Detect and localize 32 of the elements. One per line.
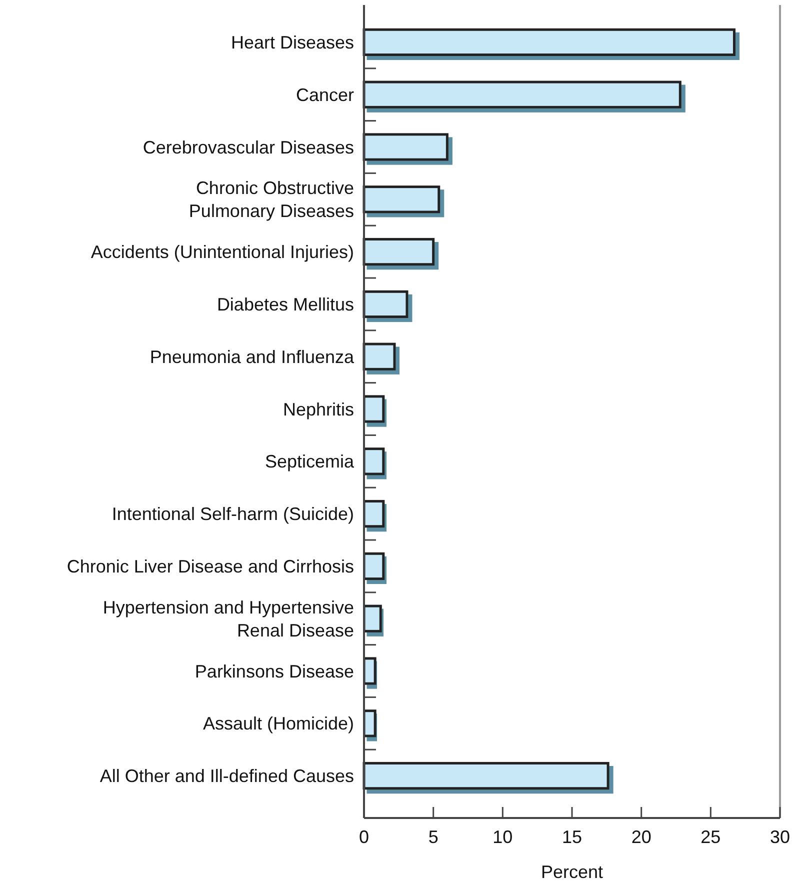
y-tick-label: Cerebrovascular Diseases (142, 137, 354, 158)
x-tick-label: 10 (492, 827, 513, 847)
x-tick-label: 5 (428, 827, 438, 847)
y-tick-label: All Other and Ill-defined Causes (100, 766, 354, 786)
x-tick-label: 15 (562, 827, 582, 847)
bar (362, 238, 435, 266)
bar (362, 133, 448, 161)
x-tick-label: 20 (631, 827, 652, 847)
y-tick-label: Assault (Homicide) (202, 714, 354, 734)
y-tick-label: Nephritis (282, 399, 354, 420)
y-tick-label: Chronic Obstructive Pulmonary Diseases (188, 178, 354, 222)
y-tick-label: Hypertension and Hypertensive Renal Disease (102, 597, 354, 640)
bar (362, 80, 682, 108)
x-tick-label: 25 (700, 827, 721, 847)
y-tick-label: Diabetes Mellitus (216, 294, 354, 314)
y-tick-label: Cancer (296, 84, 354, 105)
bar (362, 762, 610, 790)
bar (362, 290, 408, 318)
bar (362, 342, 396, 370)
y-tick-label: Parkinsons Disease (194, 661, 354, 682)
y-tick-label: Pneumonia and Influenza (150, 346, 355, 367)
y-tick-label: Accidents (Unintentional Injuries) (90, 242, 354, 262)
y-tick-label: Intentional Self-harm (Suicide) (112, 504, 354, 524)
x-axis-title: Percent (540, 862, 604, 882)
bar (362, 186, 440, 214)
y-tick-label: Heart Diseases (230, 32, 354, 52)
bar (362, 28, 736, 56)
bar (362, 395, 385, 423)
y-tick-label: Chronic Liver Disease and Cirrhosis (66, 556, 354, 576)
x-tick-label: 30 (770, 827, 790, 847)
y-tick-label: Septicemia (264, 452, 355, 472)
x-tick-label: 0 (358, 827, 370, 847)
